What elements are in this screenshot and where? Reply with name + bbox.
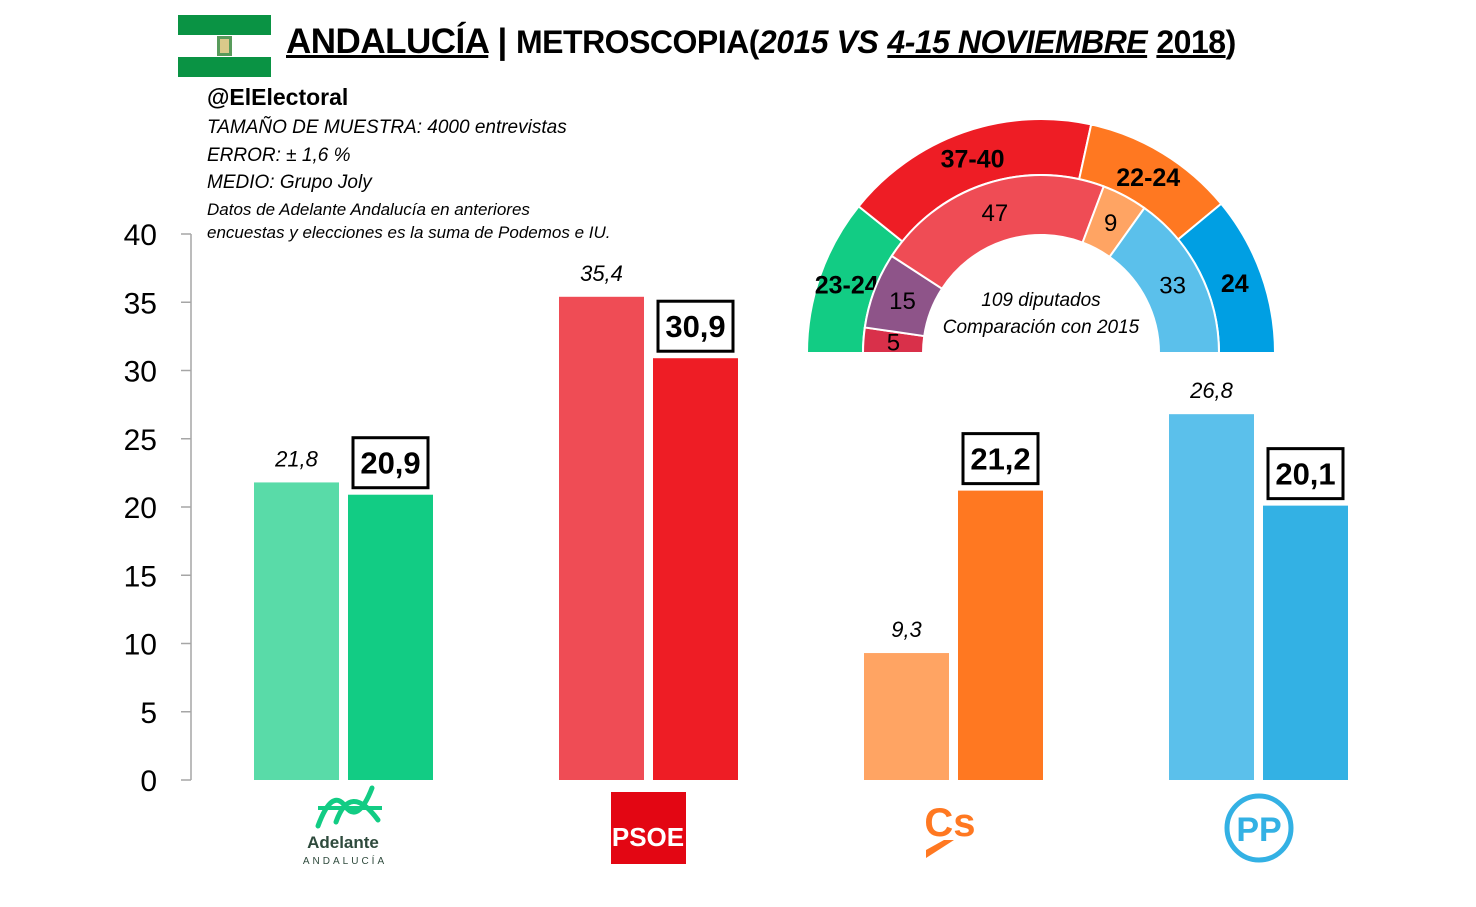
y-tick-label: 35 — [124, 287, 157, 320]
y-tick-label: 40 — [124, 219, 157, 252]
inner-ring-label: 15 — [889, 288, 916, 315]
bar-2015 — [559, 296, 644, 780]
media-outlet: MEDIO: Grupo Joly — [207, 172, 372, 193]
inner-ring-segment — [1108, 206, 1221, 354]
bar-2018-label-box — [351, 436, 430, 490]
y-tick-label: 20 — [124, 492, 157, 525]
note-line-2: encuestas y elecciones es la suma de Pod… — [207, 223, 611, 242]
parliament-caption-2: Comparación con 2015 — [943, 317, 1140, 338]
bar-2015-label: 21,8 — [274, 446, 319, 471]
inner-ring-label: 9 — [1104, 210, 1117, 237]
bar-2018-label-box — [656, 299, 735, 353]
adelante-logo-subtext: ANDALUCÍA — [303, 854, 387, 867]
y-tick-label: 15 — [124, 560, 157, 593]
sample-size: TAMAÑO DE MUESTRA: 4000 entrevistas — [207, 117, 567, 138]
andalucia-flag-icon — [178, 15, 271, 77]
outer-ring-label: 37-40 — [941, 145, 1005, 173]
note-line-1: Datos de Adelante Andalucía en anteriore… — [207, 200, 530, 219]
bar-2018 — [653, 358, 738, 780]
bar-2015 — [864, 653, 949, 780]
bar-2015-label: 26,8 — [1189, 378, 1234, 403]
cs-logo-icon: Cs — [924, 801, 976, 858]
inner-ring-label: 47 — [982, 200, 1009, 227]
outer-ring-label: 24 — [1221, 270, 1249, 298]
author-handle: @ElElectoral — [207, 84, 349, 110]
psoe-logo-text: PSOE — [612, 822, 684, 852]
y-tick-label: 30 — [124, 356, 157, 389]
outer-ring-label: 23-24 — [815, 271, 879, 299]
y-tick-label: 5 — [140, 697, 157, 730]
party-logos: Adelante ANDALUCÍA PSOE Cs PP — [303, 785, 1294, 867]
cs-logo-text: Cs — [924, 801, 975, 845]
bar-2015 — [254, 482, 339, 780]
bar-2018-label-box — [961, 432, 1040, 486]
title-period: 4-15 NOVIEMBRE — [887, 24, 1148, 60]
bar-2015-label: 9,3 — [891, 617, 922, 642]
bar-2018-label: 30,9 — [665, 309, 725, 344]
bar-2018-label-box — [1266, 447, 1345, 501]
title-year-prev: 2015 VS — [758, 24, 879, 60]
parliament-chart: 23-24 37-40 22-24 24 5 15 47 9 33 109 diputados Co… — [805, 118, 1277, 357]
y-axis: 0 5 10 15 20 25 30 35 40 — [124, 219, 192, 798]
title-year: 2018 — [1156, 24, 1226, 60]
title-region: ANDALUCÍA — [286, 22, 489, 61]
title-separator: | — [497, 22, 507, 61]
bar-2018-label: 20,9 — [360, 446, 420, 481]
parliament-caption-1: 109 diputados — [981, 290, 1101, 311]
title-paren-close: ) — [1225, 24, 1237, 60]
inner-ring-label: 33 — [1159, 273, 1186, 300]
pp-logo-text: PP — [1236, 811, 1281, 849]
title-paren-open: ( — [748, 24, 760, 60]
bar-2018-label: 21,2 — [970, 442, 1030, 477]
bar-2015-label: 35,4 — [580, 261, 623, 286]
adelante-logo-text: Adelante — [307, 833, 379, 852]
page-title: ANDALUCÍA | METROSCOPIA(2015 VS 4-15 NOV… — [286, 22, 1236, 62]
pp-logo-icon: PP — [1224, 793, 1294, 863]
bar-2018 — [958, 490, 1043, 780]
y-tick-label: 25 — [124, 424, 157, 457]
y-tick-label: 10 — [124, 629, 157, 662]
psoe-logo-icon: PSOE — [611, 792, 686, 864]
y-tick-label: 0 — [140, 765, 157, 798]
bar-2018 — [348, 494, 433, 780]
title-pollster: METROSCOPIA — [516, 24, 749, 60]
margin-of-error: ERROR: ± 1,6 % — [207, 145, 351, 166]
bar-2015 — [1169, 414, 1254, 780]
bar-series: 21,8 20,9 35,4 30,9 9,3 21,2 26,8 20,1 — [254, 261, 1348, 780]
inner-ring-label: 5 — [887, 330, 900, 357]
outer-ring-label: 22-24 — [1116, 164, 1180, 192]
bar-2018 — [1263, 505, 1348, 780]
adelante-logo-icon: Adelante ANDALUCÍA — [303, 785, 387, 867]
bar-2018-label: 20,1 — [1275, 457, 1335, 492]
